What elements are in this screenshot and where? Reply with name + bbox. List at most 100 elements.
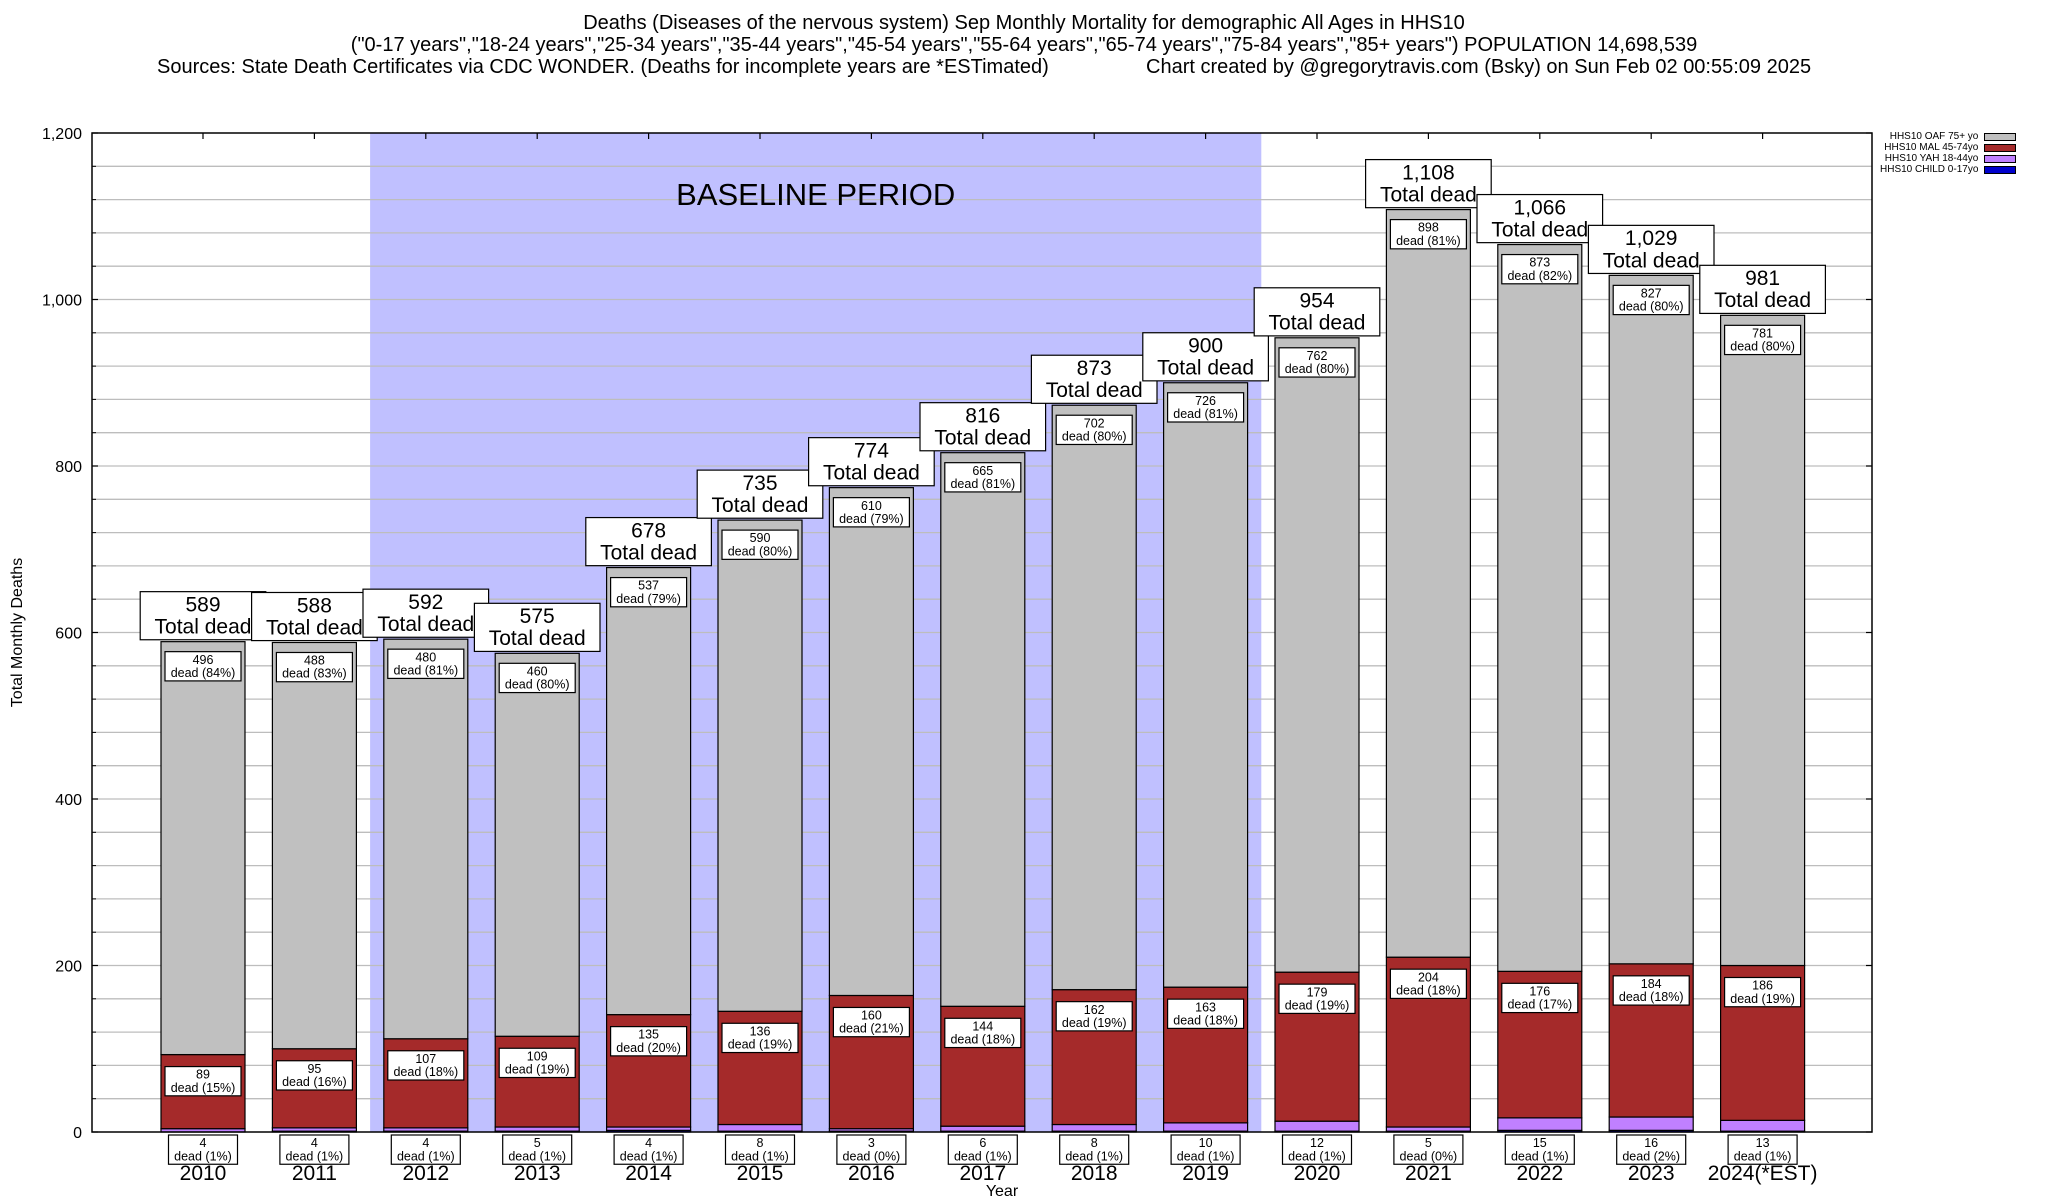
yah-label-box [1393, 1134, 1464, 1165]
oaf-label-line: 762 [1307, 349, 1328, 363]
bar-segment-oaf [1162, 382, 1249, 988]
mal-label-line: dead (20%) [616, 1041, 681, 1055]
total-label-line: Total dead [1603, 249, 1700, 272]
oaf-label-line: dead (80%) [728, 544, 793, 558]
mal-label-line: 107 [415, 1052, 436, 1066]
oaf-label-box [275, 651, 353, 683]
mal-label-line: dead (19%) [728, 1038, 793, 1052]
mal-label-box [387, 1050, 465, 1081]
total-label-line: Total dead [1714, 289, 1811, 312]
legend-swatch-oaf [1984, 132, 2017, 141]
oaf-label-box [1723, 324, 1802, 356]
total-label-line: 1,066 [1514, 196, 1567, 219]
bar-2019 [1162, 382, 1249, 1133]
x-tick-label: 2013 [514, 1162, 561, 1185]
yah-label-box [613, 1134, 684, 1165]
mal-label-line: 163 [1195, 1000, 1216, 1014]
total-label-line: 954 [1299, 290, 1334, 313]
x-tick-label: 2019 [1182, 1162, 1229, 1185]
mal-label-box [1278, 983, 1356, 1015]
yah-label-line: dead (1%) [620, 1149, 678, 1163]
yah-label-line: 15 [1533, 1136, 1547, 1150]
mal-label-box [1055, 1001, 1133, 1032]
yah-label-box [724, 1134, 796, 1165]
legend-item-yah: HHS10 YAH 18-44yo [1880, 153, 2017, 164]
bar-segment-oaf [1274, 337, 1360, 973]
oaf-label-box [1612, 284, 1690, 316]
bar-2010 [160, 641, 246, 1133]
oaf-label-line: 665 [972, 464, 993, 478]
mal-label-line: dead (16%) [282, 1075, 347, 1089]
mal-label-box [498, 1047, 576, 1079]
total-label-line: 592 [408, 591, 443, 614]
bar-segment-oaf [494, 652, 580, 1037]
yah-label-line: 16 [1644, 1136, 1658, 1150]
oaf-label-line: 496 [193, 653, 214, 667]
yah-label-line: 4 [311, 1136, 318, 1150]
mal-label-line: dead (19%) [1285, 998, 1350, 1012]
oaf-label-line: 827 [1641, 286, 1662, 300]
oaf-label-line: dead (81%) [393, 663, 458, 677]
bar-segment-yah [1051, 1123, 1137, 1132]
yah-label-box [1170, 1134, 1241, 1165]
mal-label-box [1166, 998, 1245, 1029]
bar-segment-oaf [383, 638, 469, 1040]
mal-label-box [1501, 982, 1579, 1014]
yah-label-box [1059, 1134, 1130, 1165]
mal-label-line: 95 [307, 1062, 321, 1076]
total-label-line: Total dead [1046, 379, 1143, 402]
oaf-label-box [1389, 218, 1468, 250]
y-tick-label: 400 [55, 792, 82, 809]
total-label-line: 816 [965, 405, 1000, 428]
bar-segment-oaf [717, 519, 803, 1012]
yah-label-line: dead (1%) [731, 1149, 789, 1163]
legend-item-mal: HHS10 MAL 45-74yo [1880, 142, 2017, 153]
mal-label-line: dead (18%) [393, 1065, 458, 1079]
x-tick-label: 2022 [1516, 1162, 1563, 1185]
bar-segment-yah [1497, 1117, 1583, 1131]
bar-segment-oaf [1719, 314, 1806, 967]
mal-label-line: 144 [972, 1019, 993, 1033]
total-label-line: 900 [1188, 335, 1223, 358]
oaf-label-line: dead (80%) [1730, 340, 1795, 354]
bar-2012 [383, 638, 469, 1133]
sources-text: Sources: State Death Certificates via CD… [157, 56, 1049, 78]
oaf-label-line: 610 [861, 499, 882, 513]
yah-label-line: 4 [422, 1136, 429, 1150]
bar-segment-yah [1719, 1119, 1806, 1132]
mal-label-line: 186 [1752, 979, 1773, 993]
legend-swatch-yah [1984, 154, 2017, 163]
total-label-line: 873 [1077, 357, 1112, 380]
bar-segment-yah [494, 1126, 580, 1132]
mal-label-box [944, 1017, 1022, 1049]
mal-label-line: 89 [196, 1068, 210, 1082]
yah-label-line: 4 [200, 1136, 207, 1150]
total-label-box [919, 402, 1047, 452]
y-tick-label: 1,200 [42, 126, 82, 143]
total-label-line: Total dead [489, 627, 586, 650]
total-label-line: 589 [185, 594, 220, 617]
yah-label-line: dead (1%) [1177, 1149, 1235, 1163]
oaf-label-line: 781 [1752, 326, 1773, 340]
x-tick-label: 2017 [959, 1162, 1006, 1185]
